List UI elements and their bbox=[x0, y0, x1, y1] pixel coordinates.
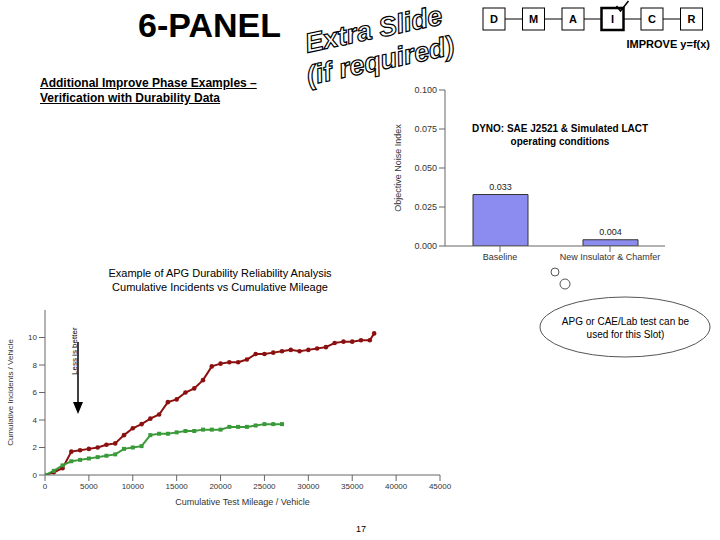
html-text:Less is better: Less is better bbox=[70, 327, 79, 375]
svg-text:Objective Noise Index: Objective Noise Index bbox=[393, 124, 403, 212]
svg-text:(if required): (if required) bbox=[304, 30, 457, 91]
html-text:DYNO: SAE J2521 & Simulated LA: DYNO: SAE J2521 & Simulated LACT operati… bbox=[471, 123, 649, 147]
svg-text:0: 0 bbox=[33, 471, 38, 480]
svg-text:0.004: 0.004 bbox=[599, 227, 622, 237]
svg-text:15000: 15000 bbox=[166, 482, 189, 491]
svg-text:0.000: 0.000 bbox=[414, 241, 437, 251]
svg-text:0.100: 0.100 bbox=[414, 85, 437, 95]
svg-text:0.050: 0.050 bbox=[414, 163, 437, 173]
svg-text:M: M bbox=[529, 13, 538, 25]
html-text:Example of APG Durability Reli: Example of APG Durability Reliability An… bbox=[108, 267, 332, 279]
svg-text:5000: 5000 bbox=[80, 482, 98, 491]
html-text:Cumulative Incidents vs Cumula: Cumulative Incidents vs Cumulative Milea… bbox=[112, 281, 328, 293]
html-text:IMPROVE y=f(x): IMPROVE y=f(x) bbox=[626, 38, 710, 50]
svg-text:I: I bbox=[611, 13, 614, 25]
svg-text:30000: 30000 bbox=[297, 482, 320, 491]
svg-text:0.033: 0.033 bbox=[489, 182, 512, 192]
svg-text:0: 0 bbox=[43, 482, 48, 491]
svg-text:Cumulative Incidents / Vehicle: Cumulative Incidents / Vehicle bbox=[8, 339, 15, 446]
svg-text:A: A bbox=[569, 13, 577, 25]
svg-text:0.025: 0.025 bbox=[414, 202, 437, 212]
svg-text:Baseline: Baseline bbox=[483, 252, 518, 262]
svg-text:45000: 45000 bbox=[429, 482, 452, 491]
html-text:6-PANEL: 6-PANEL bbox=[138, 6, 281, 44]
svg-text:New Insulator & Chamfer: New Insulator & Chamfer bbox=[560, 252, 661, 262]
svg-text:40000: 40000 bbox=[385, 482, 408, 491]
svg-text:D: D bbox=[490, 13, 498, 25]
svg-text:25000: 25000 bbox=[253, 482, 276, 491]
svg-text:4: 4 bbox=[33, 416, 38, 425]
html-text:17: 17 bbox=[356, 524, 366, 534]
svg-text:C: C bbox=[648, 13, 656, 25]
svg-text:10: 10 bbox=[28, 333, 37, 342]
svg-text:R: R bbox=[688, 13, 696, 25]
svg-text:6: 6 bbox=[33, 388, 38, 397]
svg-text:10000: 10000 bbox=[122, 482, 145, 491]
svg-text:2: 2 bbox=[33, 443, 38, 452]
svg-text:Extra Slide: Extra Slide bbox=[302, 0, 445, 59]
html-text:APG or CAE/Lab test can be use: APG or CAE/Lab test can be used for this… bbox=[561, 316, 690, 340]
html-text:Additional Improve Phase Examp: Additional Improve Phase Examples – Veri… bbox=[40, 76, 257, 105]
svg-text:35000: 35000 bbox=[341, 482, 364, 491]
svg-text:20000: 20000 bbox=[209, 482, 232, 491]
svg-text:8: 8 bbox=[33, 361, 38, 370]
svg-text:0.075: 0.075 bbox=[414, 124, 437, 134]
svg-text:Cumulative Test Mileage / Vehi: Cumulative Test Mileage / Vehicle bbox=[175, 497, 309, 507]
